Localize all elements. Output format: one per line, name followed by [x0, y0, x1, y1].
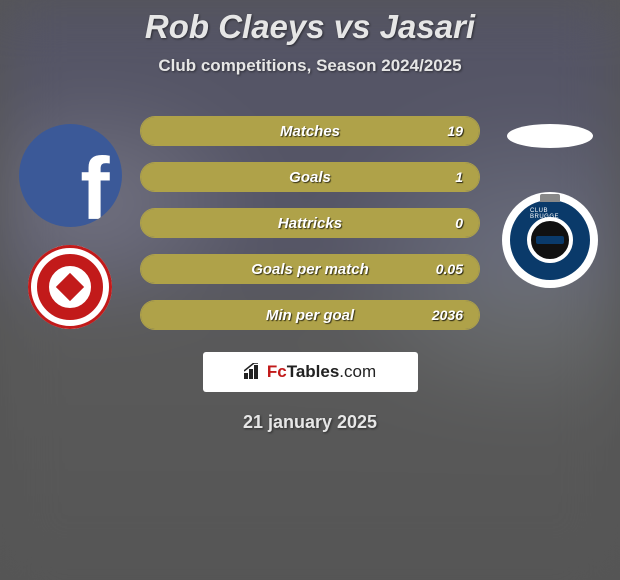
- stat-value-right: 2036: [432, 307, 463, 323]
- stat-label: Min per goal: [266, 307, 354, 324]
- subtitle: Club competitions, Season 2024/2025: [0, 56, 620, 76]
- player-left-avatar: f: [19, 124, 122, 227]
- bar-chart-icon: [244, 363, 264, 381]
- stat-row-hattricks: Hattricks 0: [140, 208, 480, 238]
- infographic-content: Rob Claeys vs Jasari Club competitions, …: [0, 0, 620, 433]
- stat-value-right: 0: [455, 215, 463, 231]
- brand-fc: Fc: [267, 362, 287, 381]
- stat-label: Matches: [280, 123, 340, 140]
- stat-value-right: 0.05: [436, 261, 463, 277]
- club-left-badge: [28, 245, 112, 329]
- stat-label: Goals: [289, 169, 331, 186]
- date-label: 21 january 2025: [0, 412, 620, 433]
- stat-row-goals: Goals 1: [140, 162, 480, 192]
- club-right-badge: CLUB BRUGGE: [502, 192, 598, 288]
- stat-value-right: 1: [455, 169, 463, 185]
- stats-pills: Matches 19 Goals 1 Hattricks 0 Goals per…: [140, 116, 480, 330]
- stat-row-min-per-goal: Min per goal 2036: [140, 300, 480, 330]
- stat-row-matches: Matches 19: [140, 116, 480, 146]
- stat-row-goals-per-match: Goals per match 0.05: [140, 254, 480, 284]
- right-column: CLUB BRUGGE: [495, 116, 605, 288]
- main-row: f Matches 19 Goals 1 Hattricks: [0, 116, 620, 330]
- stat-value-right: 19: [447, 123, 463, 139]
- stat-label: Hattricks: [278, 215, 342, 232]
- page-title: Rob Claeys vs Jasari: [0, 8, 620, 46]
- kv-kortrijk-icon: [28, 245, 112, 329]
- facebook-placeholder-icon: f: [80, 145, 109, 227]
- brand-tld: .com: [339, 362, 376, 381]
- brand-footer: FcTables.com: [203, 352, 418, 392]
- stat-label: Goals per match: [251, 261, 369, 278]
- player-right-avatar: [507, 124, 593, 148]
- brand-tables: Tables: [287, 362, 340, 381]
- left-column: f: [15, 116, 125, 329]
- club-brugge-icon: CLUB BRUGGE: [506, 196, 594, 284]
- brand-text: FcTables.com: [267, 362, 376, 382]
